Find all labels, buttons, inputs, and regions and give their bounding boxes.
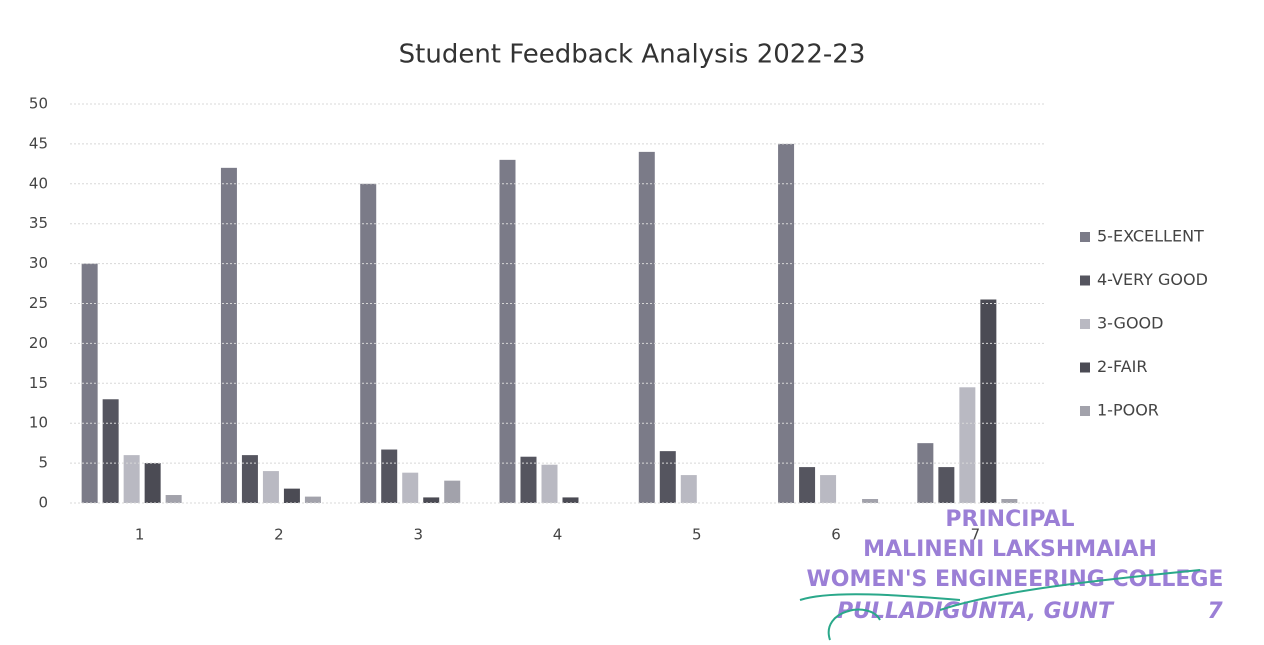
bar <box>262 471 279 503</box>
bar <box>520 456 537 503</box>
bar <box>123 455 140 503</box>
y-tick-label: 30 <box>29 254 48 272</box>
bar <box>360 183 377 504</box>
bar <box>402 472 419 503</box>
bar <box>862 499 879 503</box>
x-tick-label: 3 <box>413 526 423 544</box>
bar <box>304 496 321 503</box>
legend-swatch <box>1080 275 1090 286</box>
y-tick-label: 20 <box>29 334 48 352</box>
bar <box>241 455 258 503</box>
y-tick-label: 15 <box>29 374 48 392</box>
bar <box>444 480 461 503</box>
legend-swatch <box>1080 362 1090 373</box>
y-tick-label: 5 <box>38 454 48 472</box>
bar <box>820 475 837 503</box>
x-tick-label: 2 <box>274 526 284 544</box>
bar <box>659 451 676 503</box>
y-tick-label: 45 <box>29 134 48 152</box>
x-tick-label: 1 <box>135 526 145 544</box>
legend-label: 2-FAIR <box>1097 357 1147 376</box>
y-tick-label: 25 <box>29 294 48 312</box>
chart-title: Student Feedback Analysis 2022-23 <box>399 40 866 70</box>
y-tick-label: 35 <box>29 214 48 232</box>
bar <box>102 399 119 503</box>
bar <box>638 151 655 503</box>
stamp-text: PULLADIGUNTA, GUNT <box>837 599 1115 624</box>
bar <box>541 464 558 503</box>
bar <box>144 463 161 503</box>
signature <box>799 569 1201 641</box>
bar <box>680 475 697 503</box>
bar <box>423 497 440 503</box>
bar <box>959 387 976 503</box>
x-tick-label: 5 <box>692 526 702 544</box>
stamp-text: PRINCIPAL <box>945 507 1074 532</box>
stamp-text: WOMEN'S ENGINEERING COLLEGE <box>807 567 1224 592</box>
stamp-text: 7 <box>1207 599 1223 624</box>
legend-label: 3-GOOD <box>1097 314 1163 333</box>
bar <box>938 467 955 503</box>
bar <box>220 167 237 503</box>
x-tick-label: 7 <box>971 526 981 544</box>
y-tick-label: 10 <box>29 414 48 432</box>
bar <box>381 449 398 503</box>
bar <box>499 159 516 504</box>
legend-label: 5-EXCELLENT <box>1097 227 1204 246</box>
bar <box>799 467 816 503</box>
bar <box>81 263 98 503</box>
legend-label: 4-VERY GOOD <box>1097 270 1208 289</box>
bar <box>562 497 579 503</box>
stamp-text: MALINENI LAKSHMAIAH <box>863 537 1157 562</box>
bar <box>1001 499 1018 503</box>
x-tick-label: 4 <box>553 526 563 544</box>
y-tick-label: 50 <box>29 95 48 113</box>
legend-swatch <box>1080 406 1090 416</box>
y-tick-label: 0 <box>38 494 48 512</box>
y-tick-label: 40 <box>29 174 48 192</box>
legend-swatch <box>1080 232 1090 242</box>
bar <box>165 495 182 503</box>
bar <box>980 299 997 503</box>
legend-label: 1-POOR <box>1097 401 1159 420</box>
x-tick-label: 6 <box>831 526 841 544</box>
bar <box>917 443 934 503</box>
bar <box>778 143 795 503</box>
legend-swatch <box>1080 319 1090 329</box>
bar <box>283 488 300 503</box>
